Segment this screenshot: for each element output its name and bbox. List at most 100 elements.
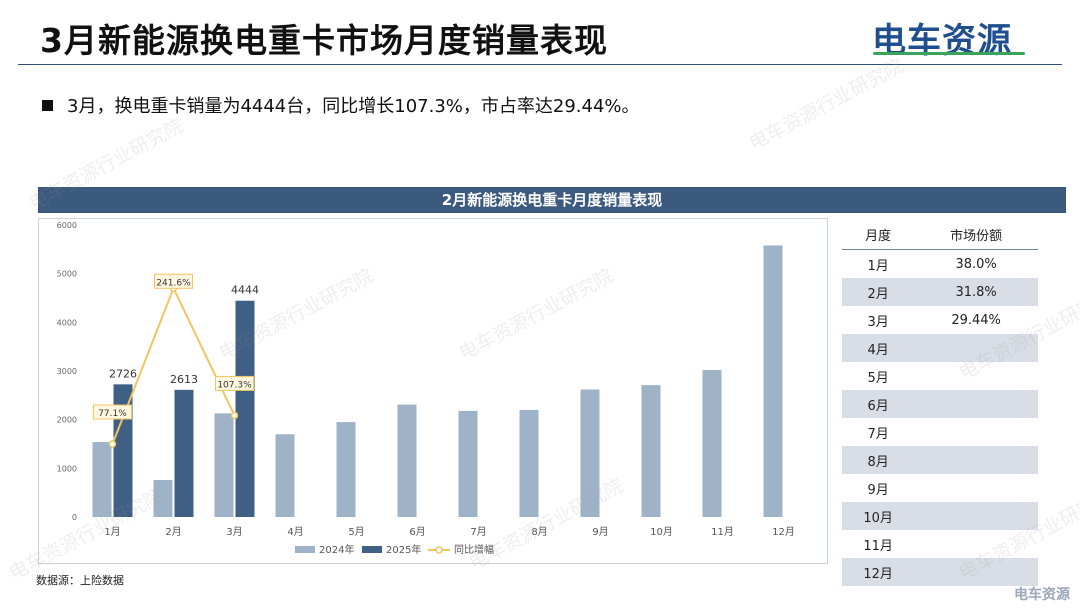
month-cell: 12月 xyxy=(842,558,915,586)
header-share: 市场份额 xyxy=(914,220,1038,250)
table-header-row: 月度 市场份额 xyxy=(842,220,1038,250)
month-cell: 4月 xyxy=(842,334,915,362)
page-title: 3月新能源换电重卡市场月度销量表现 xyxy=(40,21,608,60)
bar-2025 xyxy=(235,300,255,517)
x-tick-label: 3月 xyxy=(226,526,242,538)
bar-2024 xyxy=(763,245,783,517)
y-tick-label: 0 xyxy=(72,513,77,522)
y-tick-label: 5000 xyxy=(57,270,77,279)
table-row: 4月 xyxy=(842,334,1038,362)
bullet-square-icon xyxy=(42,99,53,111)
bar-data-label: 2613 xyxy=(170,373,198,386)
bar-2024 xyxy=(580,389,600,517)
x-tick-label: 11月 xyxy=(711,526,734,538)
table-row: 2月 31.8% xyxy=(842,278,1038,306)
month-cell: 10月 xyxy=(842,502,915,530)
x-tick-label: 9月 xyxy=(592,526,608,538)
summary-bullet: 3月，换电重卡销量为4444台，同比增长107.3%，市占率达29.44%。 xyxy=(42,92,640,118)
chart-frame xyxy=(38,218,828,564)
share-cell xyxy=(914,558,1038,586)
month-cell: 5月 xyxy=(867,370,889,386)
month-cell: 1月 xyxy=(867,258,889,274)
data-source-note: 数据源：上险数据 xyxy=(36,574,124,587)
table-row: 11月 xyxy=(842,530,1038,558)
month-cell: 6月 xyxy=(842,390,915,418)
y-tick-label: 1000 xyxy=(57,464,77,473)
table-row: 5月 xyxy=(842,362,1038,390)
legend-swatch-2024 xyxy=(295,546,315,553)
yoy-label-box xyxy=(215,375,254,391)
month-cell: 2月 xyxy=(842,278,915,306)
share-cell xyxy=(914,530,1038,558)
share-cell xyxy=(914,474,1038,502)
yoy-label-box xyxy=(154,273,193,289)
x-tick-label: 2月 xyxy=(165,526,181,538)
summary-text: 3月，换电重卡销量为4444台，同比增长107.3%，市占率达29.44%。 xyxy=(67,96,640,117)
legend-swatch-2025 xyxy=(362,546,382,553)
table-row: 1月 38.0% xyxy=(842,250,1038,279)
legend-marker-yoy xyxy=(435,546,443,554)
table-row: 8月 xyxy=(842,446,1038,474)
month-cell: 7月 xyxy=(867,426,889,442)
bar-data-label: 4444 xyxy=(231,284,259,297)
yoy-data-label: 77.1% xyxy=(98,409,127,419)
table-row: 6月 xyxy=(842,390,1038,418)
x-tick-label: 1月 xyxy=(104,526,120,538)
table-row: 7月 xyxy=(842,418,1038,446)
bar-2024 xyxy=(153,480,173,517)
logo-underline xyxy=(873,52,1025,55)
header-month: 月度 xyxy=(842,220,915,250)
market-share-table: 月度 市场份额 1月 38.0% 2月 31.8% 3月 29.44% 4月 5月 6月 7月 8月… xyxy=(842,220,1038,586)
month-cell: 9月 xyxy=(867,482,889,498)
y-tick-label: 2000 xyxy=(57,416,77,425)
yoy-point xyxy=(230,411,239,420)
bar-2024 xyxy=(397,404,417,517)
title-divider xyxy=(18,64,1062,65)
bar-2024 xyxy=(641,385,661,517)
x-tick-label: 6月 xyxy=(409,526,425,538)
table-row: 3月 29.44% xyxy=(842,306,1038,334)
yoy-point xyxy=(108,440,117,448)
share-cell xyxy=(914,502,1038,530)
share-cell xyxy=(914,446,1038,474)
share-cell: 29.44% xyxy=(951,312,1001,328)
bar-2024 xyxy=(519,409,539,517)
y-tick-label: 6000 xyxy=(57,221,77,230)
x-tick-label: 12月 xyxy=(772,526,795,538)
share-cell xyxy=(914,390,1038,418)
bar-2024 xyxy=(336,422,356,517)
table-row: 9月 xyxy=(842,474,1038,502)
legend-label-yoy: 同比增幅 xyxy=(454,543,494,556)
table-row: 10月 xyxy=(842,502,1038,530)
corner-watermark: 电车资源 xyxy=(1014,587,1070,603)
x-tick-label: 4月 xyxy=(287,526,303,538)
yoy-data-label: 107.3% xyxy=(217,380,252,390)
table-row: 12月 xyxy=(842,558,1038,586)
share-cell xyxy=(914,334,1038,362)
bar-2025 xyxy=(174,389,194,517)
chart-title-bar: 2月新能源换电重卡月度销量表现 xyxy=(38,187,1066,213)
bar-2024 xyxy=(214,413,234,517)
bar-2024 xyxy=(458,410,478,517)
share-cell: 31.8% xyxy=(914,278,1038,306)
share-cell: 38.0% xyxy=(955,256,997,272)
month-cell: 11月 xyxy=(863,538,893,554)
x-tick-label: 8月 xyxy=(531,526,547,538)
yoy-label-box xyxy=(93,404,132,420)
bar-2025 xyxy=(113,384,133,517)
bar-2024 xyxy=(275,434,295,517)
bar-2024 xyxy=(92,442,112,517)
bar-data-label: 2726 xyxy=(109,367,137,380)
share-cell xyxy=(914,418,1038,446)
x-tick-label: 10月 xyxy=(650,526,673,538)
legend-label-2024: 2024年 xyxy=(319,543,354,556)
bar-2024 xyxy=(702,370,722,517)
x-tick-label: 5月 xyxy=(348,526,364,538)
y-tick-label: 3000 xyxy=(57,367,77,376)
legend-label-2025: 2025年 xyxy=(386,543,421,556)
month-cell: 3月 xyxy=(867,314,889,330)
yoy-data-label: 241.6% xyxy=(156,278,191,288)
x-tick-label: 7月 xyxy=(470,526,486,538)
y-tick-label: 4000 xyxy=(57,318,77,327)
